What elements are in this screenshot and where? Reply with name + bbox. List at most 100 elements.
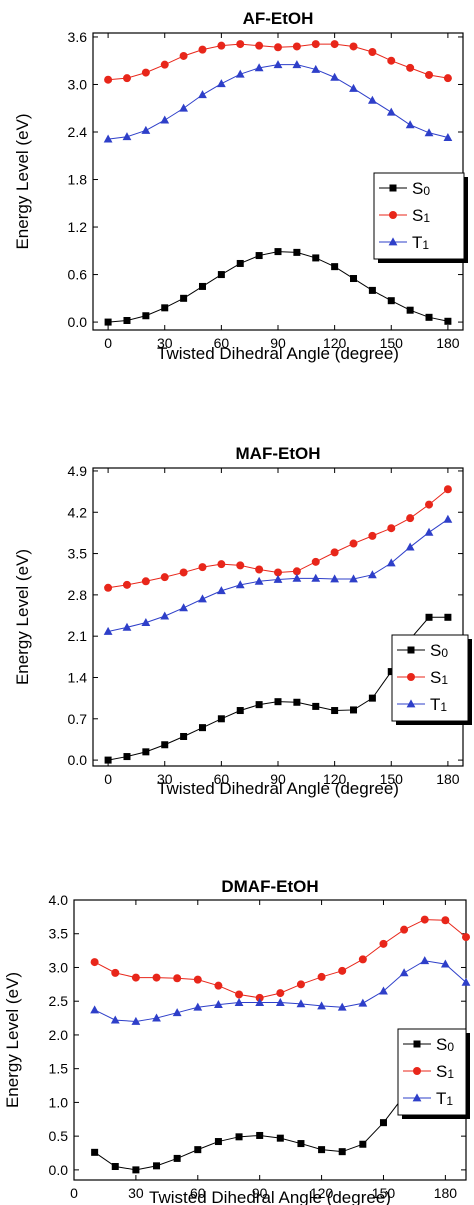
y-tick-label: 1.4	[68, 669, 88, 685]
data-point	[330, 574, 339, 582]
data-point	[350, 42, 358, 50]
data-point	[369, 287, 376, 294]
data-point	[180, 733, 187, 740]
data-point	[443, 515, 452, 523]
data-point	[153, 1162, 160, 1169]
y-tick-label: 3.0	[68, 76, 88, 92]
data-point	[387, 558, 396, 566]
data-point	[274, 60, 283, 68]
data-point	[330, 73, 339, 81]
y-tick-label: 2.1	[68, 628, 88, 644]
data-point	[161, 741, 168, 748]
data-point	[276, 998, 285, 1006]
data-point	[462, 978, 471, 986]
data-point	[91, 958, 99, 966]
data-point	[359, 1141, 366, 1148]
legend: S0S1T1	[374, 173, 468, 263]
data-point	[311, 574, 320, 582]
data-point	[132, 974, 140, 982]
data-point	[236, 1133, 243, 1140]
data-point	[318, 1146, 325, 1153]
data-point	[331, 707, 338, 714]
data-point	[293, 42, 301, 50]
data-point	[132, 1166, 139, 1173]
data-point	[277, 1135, 284, 1142]
data-point	[425, 128, 434, 136]
data-point	[237, 260, 244, 267]
data-point	[462, 933, 470, 941]
chart-panel-3: DMAF-EtOH03060901201501800.00.51.01.52.0…	[3, 877, 470, 1205]
data-point	[256, 252, 263, 259]
y-tick-label: 0.6	[68, 267, 88, 283]
data-point	[174, 1155, 181, 1162]
series-line	[95, 920, 466, 998]
data-point	[331, 263, 338, 270]
data-point	[217, 79, 226, 87]
data-point	[194, 1146, 201, 1153]
y-tick-label: 3.5	[49, 926, 69, 942]
data-point	[444, 614, 451, 621]
data-point	[379, 986, 388, 994]
y-tick-label: 4.0	[49, 892, 69, 908]
data-point	[111, 1015, 120, 1023]
data-point	[179, 603, 188, 611]
data-point	[312, 254, 319, 261]
y-tick-label: 1.2	[68, 219, 88, 235]
data-point	[312, 558, 320, 566]
data-point	[142, 748, 149, 755]
data-point	[292, 574, 301, 582]
data-point	[123, 581, 131, 589]
data-point	[421, 916, 429, 924]
y-tick-label: 3.6	[68, 29, 88, 45]
data-point	[400, 926, 408, 934]
data-point	[180, 52, 188, 60]
data-point	[400, 968, 409, 976]
y-tick-label: 4.2	[68, 504, 88, 520]
data-point	[180, 295, 187, 302]
data-point	[199, 283, 206, 290]
data-point	[236, 40, 244, 48]
data-point	[90, 1005, 99, 1013]
data-point	[368, 532, 376, 540]
data-point	[161, 304, 168, 311]
y-axis-label: Energy Level (eV)	[13, 113, 32, 249]
y-tick-label: 2.8	[68, 587, 88, 603]
data-point	[198, 90, 207, 98]
legend-marker	[407, 673, 415, 681]
chart-title: AF-EtOH	[243, 9, 314, 28]
data-point	[368, 48, 376, 56]
data-point	[218, 715, 225, 722]
y-tick-label: 3.5	[68, 546, 88, 562]
y-tick-label: 0.5	[49, 1128, 69, 1144]
y-tick-label: 1.8	[68, 172, 88, 188]
data-point	[368, 96, 377, 104]
chart-panel-1: AF-EtOH03060901201501800.00.61.21.82.43.…	[13, 9, 468, 363]
x-tick-label: 180	[436, 771, 460, 787]
series-s1	[91, 916, 470, 1002]
data-point	[406, 514, 414, 522]
data-point	[235, 990, 243, 998]
y-tick-label: 0.7	[68, 711, 88, 727]
legend-box	[398, 1029, 466, 1115]
data-point	[406, 64, 414, 72]
series-t1	[104, 60, 453, 142]
data-point	[350, 540, 358, 548]
data-point	[387, 524, 395, 532]
data-point	[123, 753, 130, 760]
y-tick-label: 0.0	[68, 314, 88, 330]
data-point	[274, 43, 282, 51]
data-point	[123, 317, 130, 324]
data-point	[426, 614, 433, 621]
data-point	[235, 998, 244, 1006]
data-point	[350, 706, 357, 713]
data-point	[441, 916, 449, 924]
data-point	[198, 563, 206, 571]
data-point	[275, 248, 282, 255]
data-point	[237, 707, 244, 714]
data-point	[407, 307, 414, 314]
data-point	[217, 560, 225, 568]
data-point	[388, 297, 395, 304]
legend: S0S1T1	[392, 635, 472, 725]
data-point	[293, 699, 300, 706]
data-point	[217, 42, 225, 50]
